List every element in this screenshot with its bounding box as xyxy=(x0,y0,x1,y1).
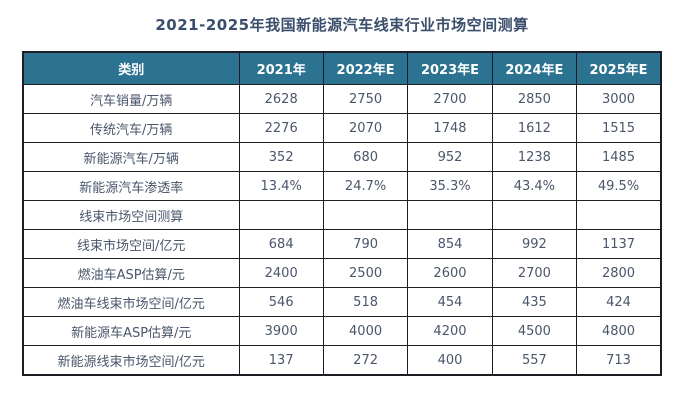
value-cell: 790 xyxy=(322,229,409,259)
column-header-2022年E: 2022年E xyxy=(322,51,409,85)
table-row: 燃油车ASP估算/元 2400 2500 2600 2700 2800 xyxy=(22,258,662,288)
value-cell: 546 xyxy=(238,287,324,317)
value-cell: 3900 xyxy=(238,316,324,346)
page-title: 2021-2025年我国新能源汽车线束行业市场空间测算 xyxy=(155,16,529,34)
value-cell: 1612 xyxy=(491,113,578,143)
value-cell: 3000 xyxy=(576,84,662,114)
value-cell: 454 xyxy=(407,287,493,317)
value-cell: 1748 xyxy=(407,113,493,143)
table-row: 线束市场空间测算 xyxy=(22,200,662,230)
table-row: 线束市场空间/亿元 684 790 854 992 1137 xyxy=(22,229,662,259)
value-cell: 43.4% xyxy=(491,171,578,201)
row-label: 新能源线束市场空间/亿元 xyxy=(22,345,240,376)
value-cell: 854 xyxy=(407,229,493,259)
value-cell: 435 xyxy=(491,287,578,317)
value-cell: 35.3% xyxy=(407,171,493,201)
row-label: 新能源车ASP估算/元 xyxy=(22,316,240,346)
market-space-table: 类别 2021年 2022年E 2023年E 2024年E 2025年E 汽车销量/万辆 2… xyxy=(22,51,662,376)
table-row: 新能源车ASP估算/元 3900 4000 4200 4500 4800 xyxy=(22,316,662,346)
value-cell: 13.4% xyxy=(238,171,324,201)
value-cell: 2700 xyxy=(491,258,578,288)
value-cell: 49.5% xyxy=(576,171,662,201)
row-label: 线束市场空间/亿元 xyxy=(22,229,240,259)
value-cell: 2600 xyxy=(407,258,493,288)
value-cell: 992 xyxy=(491,229,578,259)
column-header-2024年E: 2024年E xyxy=(491,51,578,85)
row-label: 新能源汽车渗透率 xyxy=(22,171,240,201)
value-cell: 272 xyxy=(322,345,409,376)
value-cell: 2750 xyxy=(322,84,409,114)
value-cell xyxy=(576,200,662,230)
column-header-category: 类别 xyxy=(22,51,240,85)
row-label: 燃油车线束市场空间/亿元 xyxy=(22,287,240,317)
table-header-row: 类别 2021年 2022年E 2023年E 2024年E 2025年E xyxy=(22,51,662,85)
value-cell: 557 xyxy=(491,345,578,376)
value-cell xyxy=(407,200,493,230)
table-row: 汽车销量/万辆 2628 2750 2700 2850 3000 xyxy=(22,84,662,114)
table-row: 新能源汽车/万辆 352 680 952 1238 1485 xyxy=(22,142,662,172)
value-cell: 400 xyxy=(407,345,493,376)
value-cell: 518 xyxy=(322,287,409,317)
value-cell: 952 xyxy=(407,142,493,172)
value-cell: 1137 xyxy=(576,229,662,259)
value-cell: 713 xyxy=(576,345,662,376)
table-row: 传统汽车/万辆 2276 2070 1748 1612 1515 xyxy=(22,113,662,143)
row-label: 汽车销量/万辆 xyxy=(22,84,240,114)
column-header-2023年E: 2023年E xyxy=(407,51,493,85)
value-cell: 2276 xyxy=(238,113,324,143)
value-cell: 2800 xyxy=(576,258,662,288)
value-cell xyxy=(322,200,409,230)
value-cell: 2070 xyxy=(322,113,409,143)
value-cell: 24.7% xyxy=(322,171,409,201)
table-row: 燃油车线束市场空间/亿元 546 518 454 435 424 xyxy=(22,287,662,317)
value-cell: 137 xyxy=(238,345,324,376)
value-cell: 4500 xyxy=(491,316,578,346)
value-cell: 4800 xyxy=(576,316,662,346)
row-label: 燃油车ASP估算/元 xyxy=(22,258,240,288)
column-header-2021年: 2021年 xyxy=(238,51,324,85)
value-cell: 1238 xyxy=(491,142,578,172)
table-row: 新能源线束市场空间/亿元 137 272 400 557 713 xyxy=(22,345,662,376)
value-cell: 2628 xyxy=(238,84,324,114)
value-cell: 352 xyxy=(238,142,324,172)
value-cell: 424 xyxy=(576,287,662,317)
value-cell xyxy=(238,200,324,230)
row-label: 新能源汽车/万辆 xyxy=(22,142,240,172)
value-cell: 1515 xyxy=(576,113,662,143)
value-cell: 2850 xyxy=(491,84,578,114)
row-label: 传统汽车/万辆 xyxy=(22,113,240,143)
value-cell: 4000 xyxy=(322,316,409,346)
value-cell xyxy=(491,200,578,230)
value-cell: 2700 xyxy=(407,84,493,114)
row-label: 线束市场空间测算 xyxy=(22,200,240,230)
value-cell: 680 xyxy=(322,142,409,172)
value-cell: 1485 xyxy=(576,142,662,172)
value-cell: 2500 xyxy=(322,258,409,288)
value-cell: 2400 xyxy=(238,258,324,288)
column-header-2025年E: 2025年E xyxy=(576,51,662,85)
table-row: 新能源汽车渗透率 13.4% 24.7% 35.3% 43.4% 49.5% xyxy=(22,171,662,201)
value-cell: 684 xyxy=(238,229,324,259)
value-cell: 4200 xyxy=(407,316,493,346)
